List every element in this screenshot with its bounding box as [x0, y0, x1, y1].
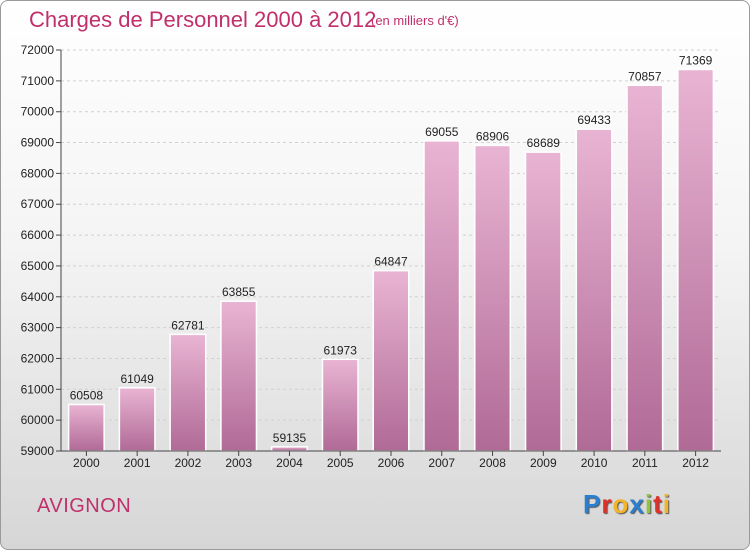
y-tick-label: 62000	[21, 351, 55, 365]
proxiti-logo: Proxiti	[583, 489, 671, 520]
y-tick-label: 71000	[21, 74, 55, 88]
x-tick-label: 2004	[276, 456, 303, 470]
logo-letter: i	[644, 489, 654, 519]
bar-value-label: 69433	[577, 113, 611, 127]
bar	[321, 358, 359, 452]
bar-value-label: 71369	[679, 53, 713, 67]
y-tick-label: 66000	[21, 228, 55, 242]
y-tick-label: 68000	[21, 166, 55, 180]
bar	[118, 387, 156, 452]
bar	[474, 144, 512, 452]
logo-letter: t	[653, 489, 663, 519]
bar-value-label: 61973	[324, 343, 358, 357]
y-tick-label: 59000	[21, 444, 55, 458]
x-tick-label: 2008	[479, 456, 506, 470]
chart-subtitle: (en milliers d'€)	[371, 13, 459, 28]
bar	[524, 151, 562, 452]
bar-value-label: 68906	[476, 129, 510, 143]
bar-value-label: 62781	[171, 318, 205, 332]
x-tick-label: 2007	[428, 456, 455, 470]
y-tick-label: 65000	[21, 259, 55, 273]
bar	[270, 446, 308, 452]
bar-value-label: 63855	[222, 285, 256, 299]
y-tick-label: 70000	[21, 105, 55, 119]
x-tick-label: 2001	[124, 456, 151, 470]
y-tick-label: 63000	[21, 321, 55, 335]
labels: 59000 60000 61000 62000 63000 64000 65000 66000…	[21, 43, 713, 470]
bar-value-label: 59135	[273, 431, 307, 445]
bar	[169, 333, 207, 452]
x-tick-label: 2005	[327, 456, 354, 470]
logo-letter: r	[601, 489, 613, 519]
bars	[67, 68, 715, 452]
y-tick-label: 69000	[21, 136, 55, 150]
bar-value-label: 61049	[120, 372, 154, 386]
x-tick-label: 2002	[175, 456, 202, 470]
x-tick-label: 2000	[73, 456, 100, 470]
logo-letter: P	[583, 489, 602, 519]
y-tick-label: 64000	[21, 290, 55, 304]
x-tick-label: 2012	[682, 456, 709, 470]
bar	[423, 140, 461, 452]
bar-value-label: 60508	[70, 388, 104, 402]
city-name: AVIGNON	[37, 495, 132, 517]
bar-value-label: 64847	[374, 255, 408, 269]
y-tick-label: 60000	[21, 413, 55, 427]
bar-value-label: 68689	[527, 136, 561, 150]
y-tick-label: 61000	[21, 382, 55, 396]
logo-letter: x	[629, 489, 645, 519]
bar	[220, 300, 258, 452]
logo-letter: i	[662, 489, 671, 519]
y-tick-label: 67000	[21, 197, 55, 211]
x-tick-label: 2009	[530, 456, 557, 470]
x-tick-label: 2010	[581, 456, 608, 470]
bar	[575, 128, 613, 452]
x-tick-label: 2011	[632, 456, 658, 470]
x-tick-label: 2006	[378, 456, 405, 470]
bar	[626, 84, 664, 452]
bar	[67, 403, 105, 452]
y-tick-label: 72000	[21, 43, 55, 57]
bar	[677, 68, 715, 452]
bar-value-label: 70857	[628, 69, 662, 83]
axes	[56, 49, 721, 456]
bar-value-label: 69055	[425, 125, 459, 139]
logo-letter: o	[612, 489, 630, 519]
x-tick-label: 2003	[225, 456, 252, 470]
bar	[372, 269, 410, 452]
chart-title: Charges de Personnel 2000 à 2012	[29, 7, 377, 32]
